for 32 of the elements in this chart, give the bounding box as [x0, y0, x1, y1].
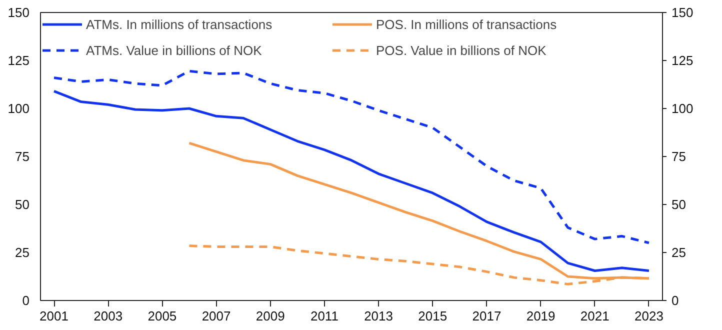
x-tick-label: 2009: [256, 308, 285, 324]
y2-tick-label: 125: [672, 53, 694, 68]
legend-label: POS. In millions of transactions: [376, 16, 558, 32]
y-tick-label: 100: [8, 101, 30, 116]
x-tick-label: 2021: [580, 308, 610, 324]
y-tick-label: 50: [15, 197, 30, 212]
line-series: [52, 90, 650, 272]
legend-label: ATMs. Value in billions of NOK: [86, 42, 263, 58]
y2-tick-label: 50: [672, 197, 686, 212]
legend-label: POS. Value in billions of NOK: [376, 42, 548, 58]
x-tick-label: 2017: [472, 308, 502, 324]
x-tick-label: 2023: [634, 308, 664, 324]
y2-tick-label: 25: [672, 245, 686, 260]
y-tick-label: 125: [8, 53, 30, 68]
y2-tick-label: 150: [672, 5, 694, 20]
x-tick-label: 2007: [202, 308, 231, 324]
y2-tick-label: 0: [672, 293, 679, 308]
line-series: [52, 70, 650, 244]
x-tick-label: 2001: [40, 308, 68, 324]
x-tick-label: 2013: [364, 308, 394, 324]
x-tick-label: 2005: [148, 308, 177, 324]
legend-label: ATMs. In millions of transactions: [86, 16, 274, 32]
y2-tick-label: 100: [672, 101, 694, 116]
x-tick-label: 2019: [526, 308, 556, 324]
y-tick-label: 75: [15, 149, 30, 164]
y-tick-label: 0: [22, 293, 30, 308]
y-tick-label: 150: [8, 5, 30, 20]
y2-tick-label: 75: [672, 149, 686, 164]
x-tick-label: 2003: [94, 308, 123, 324]
x-tick-label: 2015: [418, 308, 448, 324]
y-tick-label: 25: [15, 245, 30, 260]
x-tick-label: 2011: [310, 308, 338, 324]
